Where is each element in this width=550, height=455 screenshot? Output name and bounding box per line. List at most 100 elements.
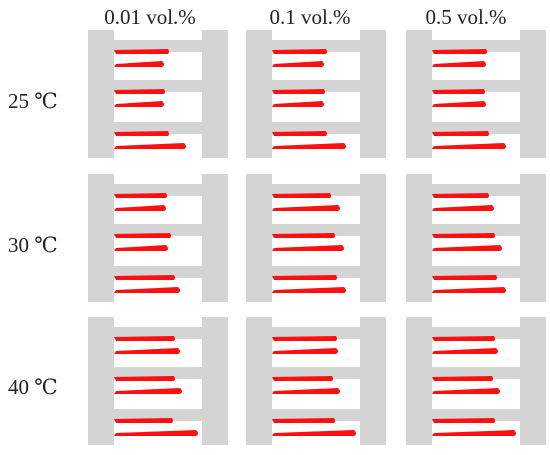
channel-gap — [272, 292, 360, 302]
left-wall — [406, 174, 432, 302]
fluid-finger-lower — [272, 61, 324, 67]
channel-bar — [114, 122, 202, 134]
left-wall — [246, 174, 272, 302]
channel-bar — [114, 409, 202, 421]
fluid-finger-lower — [272, 101, 324, 107]
channel-gap — [432, 148, 520, 158]
fluid-finger-upper — [432, 275, 497, 280]
channel-gap — [114, 148, 202, 158]
fluid-finger-upper — [432, 376, 493, 381]
fluid-finger-lower — [114, 101, 164, 107]
fluid-finger-upper — [432, 233, 495, 238]
fluid-finger-lower — [432, 430, 516, 436]
channel-bar — [272, 266, 360, 278]
fluid-finger-upper — [272, 193, 331, 198]
fluid-finger-lower — [272, 287, 346, 293]
right-wall — [360, 30, 386, 158]
left-wall — [246, 30, 272, 158]
column-header-0: 0.01 vol.% — [104, 5, 196, 29]
channel-bar — [432, 327, 520, 339]
channel-bar — [114, 80, 202, 92]
channel-bar — [272, 367, 360, 379]
fluid-finger-upper — [114, 131, 169, 136]
left-wall — [88, 174, 114, 302]
channel-bar — [432, 122, 520, 134]
row-label-2: 40 ℃ — [8, 375, 58, 399]
channel-panel — [246, 174, 386, 302]
channel-bar — [432, 266, 520, 278]
fluid-finger-lower — [272, 245, 344, 251]
channel-gap — [272, 435, 360, 445]
fluid-finger-upper — [272, 131, 327, 136]
fluid-finger-upper — [272, 89, 325, 94]
fluid-finger-lower — [114, 61, 164, 67]
fluid-finger-lower — [432, 287, 506, 293]
fluid-finger-lower — [114, 245, 168, 251]
channel-bar — [114, 266, 202, 278]
column-header-1: 0.1 vol.% — [269, 5, 351, 29]
fluid-finger-upper — [114, 336, 175, 341]
fluid-finger-upper — [272, 336, 337, 341]
fluid-finger-upper — [432, 131, 489, 136]
channel-bar — [114, 224, 202, 236]
fluid-finger-upper — [114, 193, 167, 198]
left-wall — [246, 317, 272, 445]
channel-panel — [246, 30, 386, 158]
right-wall — [202, 317, 228, 445]
channel-bar — [272, 409, 360, 421]
fluid-finger-lower — [114, 287, 180, 293]
fluid-finger-lower — [114, 143, 186, 149]
fluid-finger-lower — [432, 143, 506, 149]
fluid-finger-upper — [272, 233, 335, 238]
channel-bar — [432, 184, 520, 196]
channel-gap — [272, 148, 360, 158]
channel-bar — [432, 40, 520, 52]
channel-bar — [272, 184, 360, 196]
fluid-finger-upper — [272, 49, 327, 54]
fluid-finger-lower — [432, 205, 494, 211]
channel-gap — [432, 435, 520, 445]
channel-panel — [88, 317, 228, 445]
fluid-finger-lower — [272, 143, 346, 149]
left-wall — [406, 317, 432, 445]
fluid-finger-lower — [432, 348, 498, 354]
channel-panel — [88, 30, 228, 158]
fluid-finger-upper — [114, 418, 173, 423]
fluid-finger-lower — [114, 348, 180, 354]
fluid-finger-lower — [114, 388, 182, 394]
row-label-1: 30 ℃ — [8, 233, 58, 257]
fluid-finger-upper — [114, 275, 175, 280]
channel-bar — [272, 327, 360, 339]
fluid-finger-lower — [432, 101, 486, 107]
fluid-finger-upper — [432, 336, 495, 341]
right-wall — [520, 317, 546, 445]
right-wall — [202, 30, 228, 158]
channel-panel — [406, 30, 546, 158]
right-wall — [202, 174, 228, 302]
fluid-finger-lower — [432, 388, 500, 394]
channel-bar — [432, 409, 520, 421]
row-label-0: 25 ℃ — [8, 89, 58, 113]
channel-panel — [406, 317, 546, 445]
channel-bar — [272, 40, 360, 52]
fluid-finger-upper — [114, 233, 171, 238]
fluid-finger-lower — [114, 430, 198, 436]
column-header-2: 0.5 vol.% — [425, 5, 507, 29]
channel-bar — [432, 80, 520, 92]
fluid-finger-upper — [272, 376, 333, 381]
right-wall — [520, 30, 546, 158]
fluid-finger-upper — [432, 418, 495, 423]
left-wall — [406, 30, 432, 158]
channel-gap — [114, 435, 202, 445]
channel-bar — [114, 367, 202, 379]
channel-bar — [432, 224, 520, 236]
channel-panel — [246, 317, 386, 445]
channel-bar — [114, 40, 202, 52]
right-wall — [520, 174, 546, 302]
fluid-finger-lower — [432, 245, 502, 251]
channel-bar — [272, 80, 360, 92]
fluid-finger-lower — [272, 205, 340, 211]
left-wall — [88, 30, 114, 158]
fluid-finger-lower — [272, 430, 356, 436]
fluid-finger-upper — [432, 89, 485, 94]
